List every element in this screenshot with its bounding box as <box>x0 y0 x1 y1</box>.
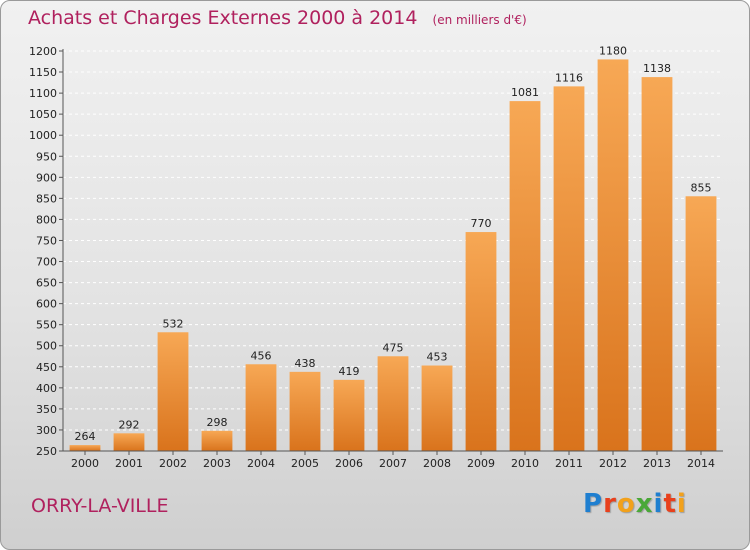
x-tick-label: 2008 <box>423 457 451 470</box>
data-label: 456 <box>251 349 272 362</box>
bar <box>289 371 321 451</box>
y-tick-label: 900 <box>36 171 57 184</box>
y-tick-label: 1050 <box>29 108 57 121</box>
bar <box>113 433 145 451</box>
y-tick-label: 500 <box>36 340 57 353</box>
logo-letter: t <box>663 489 677 519</box>
x-tick-label: 2000 <box>71 457 99 470</box>
logo-letter: i <box>653 489 664 519</box>
logo-letter: r <box>603 489 617 519</box>
bar <box>333 379 365 451</box>
data-label: 475 <box>383 341 404 354</box>
y-tick-label: 800 <box>36 213 57 226</box>
bars <box>69 59 717 452</box>
data-label: 855 <box>691 181 712 194</box>
y-tick-label: 550 <box>36 319 57 332</box>
x-tick-label: 2010 <box>511 457 539 470</box>
x-tick-label: 2006 <box>335 457 363 470</box>
bar <box>69 445 101 451</box>
y-tick-label: 750 <box>36 234 57 247</box>
x-tick-label: 2012 <box>599 457 627 470</box>
axes <box>59 49 723 455</box>
x-tick-label: 2005 <box>291 457 319 470</box>
x-tick-label: 2014 <box>687 457 715 470</box>
data-label: 438 <box>295 357 316 370</box>
x-tick-label: 2001 <box>115 457 143 470</box>
bar <box>377 356 409 451</box>
data-label: 1180 <box>599 44 627 57</box>
bar <box>641 77 673 452</box>
data-label: 1116 <box>555 71 583 84</box>
logo-letter: o <box>616 489 636 519</box>
bar <box>245 364 277 451</box>
bar <box>465 232 497 451</box>
y-tick-label: 1200 <box>29 45 57 58</box>
data-label: 298 <box>207 416 228 429</box>
data-label: 264 <box>75 430 96 443</box>
y-tick-label: 600 <box>36 298 57 311</box>
chart-subtitle: (en milliers d'€) <box>432 13 527 27</box>
chart-title: Achats et Charges Externes 2000 à 2014 <box>28 7 418 29</box>
data-label: 453 <box>427 351 448 364</box>
logo-letter: i <box>676 489 687 519</box>
x-tick-label: 2003 <box>203 457 231 470</box>
x-tick-label: 2013 <box>643 457 671 470</box>
x-tick-label: 2011 <box>555 457 583 470</box>
logo-letter: x <box>635 489 654 519</box>
y-tick-label: 650 <box>36 277 57 290</box>
y-tick-label: 450 <box>36 361 57 374</box>
y-tick-label: 1150 <box>29 66 57 79</box>
bar <box>421 365 453 451</box>
y-tick-label: 1000 <box>29 129 57 142</box>
y-tick-label: 700 <box>36 256 57 269</box>
x-tick-label: 2004 <box>247 457 275 470</box>
data-label: 419 <box>339 365 360 378</box>
bar <box>157 332 189 451</box>
data-label: 770 <box>471 217 492 230</box>
data-label: 1138 <box>643 62 671 75</box>
data-label: 1081 <box>511 86 539 99</box>
logo-letter: P <box>583 489 604 519</box>
y-tick-label: 300 <box>36 424 57 437</box>
bar <box>685 196 717 451</box>
x-tick-label: 2002 <box>159 457 187 470</box>
y-tick-label: 250 <box>36 445 57 458</box>
labels: 250 300 350 400 450 500 550 600 650 700 750 800 850 9… <box>29 44 715 470</box>
y-tick-label: 400 <box>36 382 57 395</box>
data-label: 532 <box>163 317 184 330</box>
x-tick-label: 2009 <box>467 457 495 470</box>
proxiti-logo: Proxiti <box>583 489 687 519</box>
bar <box>201 430 233 451</box>
bar <box>509 101 541 452</box>
title-row: Achats et Charges Externes 2000 à 2014 (… <box>28 7 527 29</box>
y-tick-label: 850 <box>36 192 57 205</box>
y-tick-label: 1100 <box>29 87 57 100</box>
x-tick-label: 2007 <box>379 457 407 470</box>
y-tick-label: 350 <box>36 403 57 416</box>
commune-name: ORRY-LA-VILLE <box>31 495 169 517</box>
y-tick-label: 950 <box>36 150 57 163</box>
bar <box>553 86 585 452</box>
data-label: 292 <box>119 418 140 431</box>
bar <box>597 59 629 451</box>
